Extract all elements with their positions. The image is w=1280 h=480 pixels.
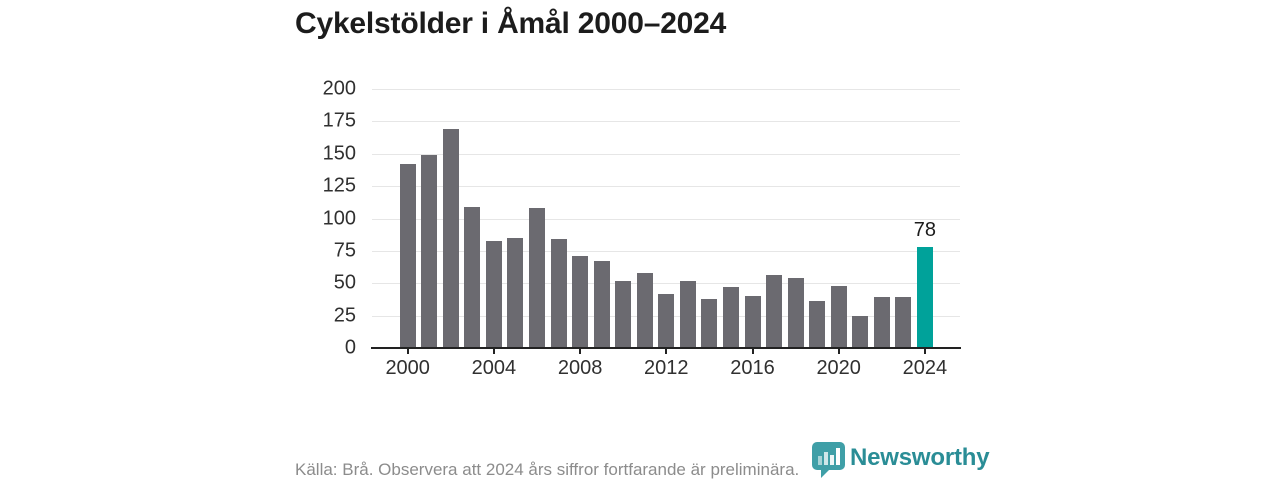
x-axis-tick-label: 2016 (730, 357, 775, 379)
bar (809, 301, 826, 348)
bar (701, 298, 718, 348)
newsworthy-brand: Newsworthy (812, 442, 990, 480)
y-axis-tick-label: 50 (333, 271, 356, 294)
x-axis-tick-label: 2008 (557, 357, 603, 379)
grid-line (372, 283, 960, 285)
x-axis-tick (837, 349, 840, 354)
bar (399, 164, 416, 348)
grid-line (372, 186, 960, 188)
bar (895, 297, 912, 348)
bar (550, 239, 567, 348)
x-axis-tick-label: 2000 (385, 357, 430, 379)
grid-line (372, 89, 960, 90)
bar (615, 280, 632, 348)
bar (679, 280, 696, 348)
bar (744, 296, 761, 348)
bar-value-label: 78 (913, 218, 937, 241)
y-axis-tick-label: 100 (322, 207, 356, 229)
x-axis-tick-label: 2012 (644, 357, 689, 379)
x-axis-tick-label: 2004 (471, 357, 517, 379)
grid-line (372, 218, 960, 220)
x-axis-tick (923, 349, 926, 354)
grid-line (372, 153, 960, 155)
y-axis-tick-label: 175 (322, 109, 356, 132)
y-axis-tick-label: 200 (322, 77, 356, 100)
bar (766, 275, 783, 348)
x-axis-tick (751, 349, 754, 354)
newsworthy-logo-icon (812, 442, 845, 480)
bar (485, 240, 502, 348)
bar (873, 297, 890, 348)
bar (507, 237, 524, 348)
x-axis-tick (406, 349, 409, 354)
bar (636, 272, 653, 348)
bar-highlighted (916, 246, 933, 348)
bar (658, 293, 675, 348)
bar (830, 285, 847, 348)
bar (442, 129, 459, 348)
x-axis-tick-label: 2020 (816, 357, 861, 379)
source-note: Källa: Brå. Observera att 2024 års siffr… (295, 460, 800, 479)
chart-title: Cykelstölder i Åmål 2000–2024 (295, 7, 727, 40)
y-axis-tick-label: 0 (344, 336, 356, 359)
bar (593, 261, 610, 348)
x-axis-tick (579, 349, 582, 354)
bar (464, 206, 481, 348)
x-axis-tick-label: 2024 (902, 357, 948, 379)
x-axis-tick (665, 349, 668, 354)
y-axis-tick-label: 150 (322, 142, 356, 165)
bar (529, 208, 545, 348)
x-axis-line (371, 347, 961, 349)
y-axis-tick-label: 125 (322, 174, 356, 197)
bar (572, 256, 589, 348)
bar (421, 155, 438, 348)
grid-line (372, 250, 960, 252)
brand-name: Newsworthy (850, 444, 990, 471)
grid-line (372, 121, 960, 123)
bar (787, 278, 804, 348)
x-axis-tick (492, 349, 495, 354)
bar (722, 287, 739, 348)
y-axis-tick-label: 75 (333, 239, 356, 262)
y-axis-tick-label: 25 (333, 304, 356, 327)
bar (852, 315, 869, 348)
